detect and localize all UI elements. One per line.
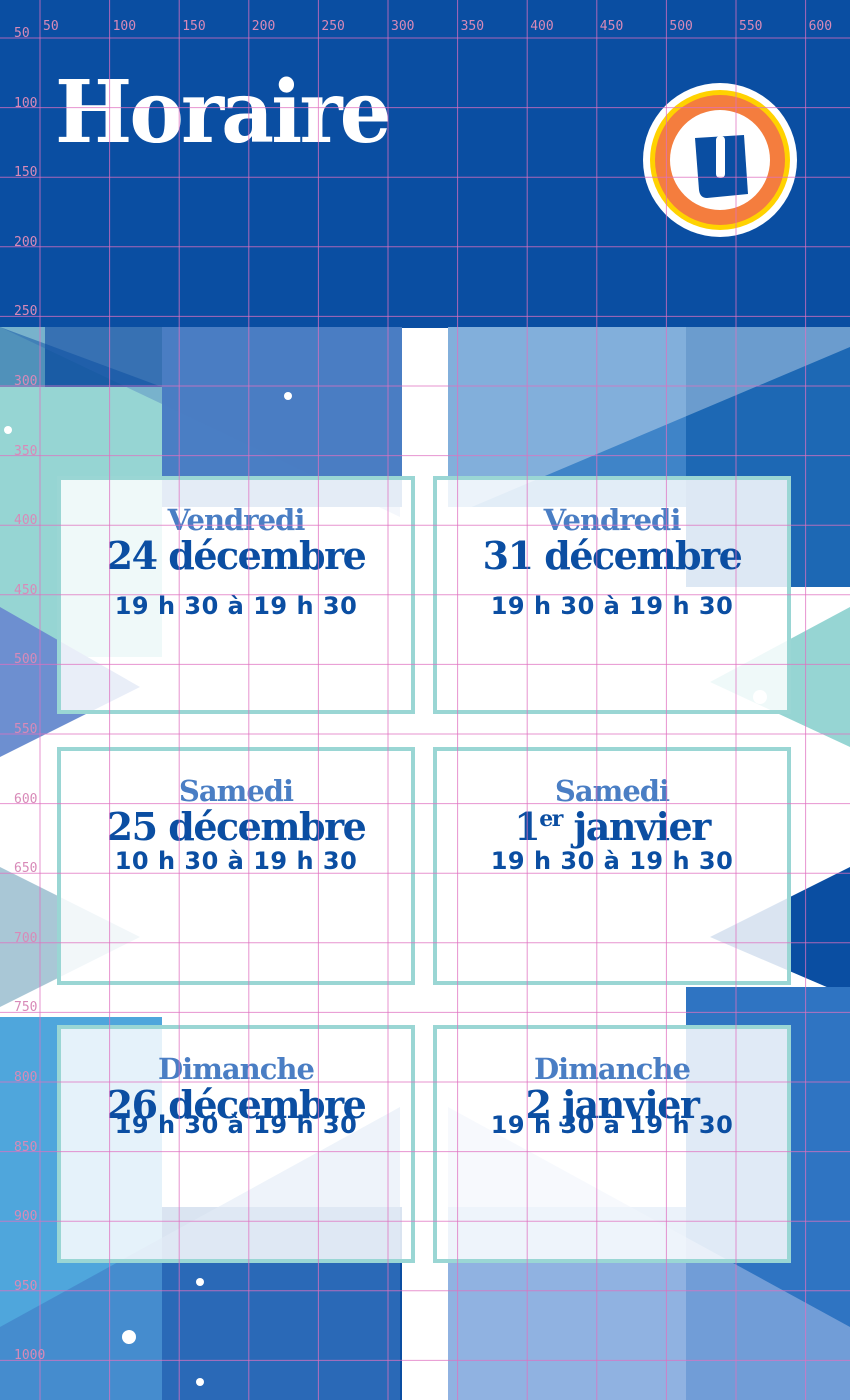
ruler-label-left: 700: [14, 930, 38, 946]
schedule-card: Vendredi 24 décembre 19 h 30 à 19 h 30: [57, 476, 415, 714]
ruler-label-left: 900: [14, 1209, 38, 1225]
ruler-label-top: 150: [182, 19, 206, 34]
card-date: 1er janvier: [437, 807, 787, 847]
ruler-label-top: 550: [739, 19, 763, 34]
page-title: Horaire: [55, 62, 392, 163]
card-day: Dimanche: [534, 1052, 691, 1086]
ruler-label-left: 200: [14, 234, 38, 250]
ruler-label-top: 500: [669, 19, 693, 34]
ruler-label-top: 300: [391, 19, 415, 34]
card-hours: 19 h 30 à 19 h 30: [490, 847, 734, 875]
ruler-label-left: 500: [14, 652, 38, 668]
ruler-label-left: 850: [14, 1139, 38, 1155]
schedule-card: Samedi 25 décembre 10 h 30 à 19 h 30: [57, 747, 415, 985]
ruler-label-left: 950: [14, 1278, 38, 1294]
card-day: Vendredi: [167, 503, 306, 537]
card-date: 2 janvier: [525, 1082, 700, 1127]
schedule-card: Dimanche 26 décembre 19 h 30 à 19 h 30: [57, 1025, 415, 1263]
ruler-label-left: 750: [14, 1000, 38, 1016]
ruler-label-top: 400: [530, 19, 554, 34]
ruler-label-left: 300: [14, 374, 38, 389]
ruler-label-left: 600: [14, 791, 38, 807]
ruler-label-left: 150: [14, 165, 38, 181]
header-band: Horaire: [0, 0, 850, 328]
ruler-label-left: 350: [14, 443, 38, 459]
ruler-label-left: 1000: [14, 1348, 46, 1364]
date-number: 1: [514, 804, 540, 849]
card-day: Dimanche: [158, 1052, 315, 1086]
ruler-label-left: 550: [14, 722, 38, 737]
schedule-card: Dimanche 2 janvier 19 h 30 à 19 h 30: [433, 1025, 791, 1263]
ruler-label-top: 450: [599, 19, 624, 34]
card-hours: 19 h 30 à 19 h 30: [490, 1111, 734, 1139]
ruler-label-top: 600: [808, 19, 833, 34]
card-date: 24 décembre: [106, 533, 367, 578]
ruler-label-top: 50: [43, 19, 59, 34]
card-day: Vendredi: [543, 503, 682, 537]
ruler-label-top: 350: [460, 19, 485, 34]
ruler-label-top: 200: [251, 19, 276, 34]
u-logo-icon: [643, 83, 797, 237]
card-hours: 10 h 30 à 19 h 30: [114, 847, 358, 875]
schedule-card: Samedi 1er janvier 19 h 30 à 19 h 30: [433, 747, 791, 985]
ruler-label-left: 100: [14, 95, 38, 111]
date-ordinal: er: [539, 806, 563, 832]
card-hours: 19 h 30 à 19 h 30: [114, 592, 358, 620]
card-day: Samedi: [554, 774, 670, 808]
card-day: Samedi: [178, 774, 294, 808]
ruler-label-left: 250: [14, 304, 38, 320]
ruler-label-top: 100: [112, 19, 137, 34]
card-date: 25 décembre: [106, 804, 367, 849]
ruler-label-left: 650: [14, 861, 38, 877]
card-hours: 19 h 30 à 19 h 30: [114, 1111, 358, 1139]
ruler-label-left: 450: [14, 582, 38, 598]
date-month: janvier: [561, 804, 712, 849]
ruler-label-left: 800: [14, 1070, 38, 1085]
card-date: 31 décembre: [482, 533, 743, 578]
ruler-label-left: 50: [14, 26, 30, 41]
ruler-label-left: 400: [14, 513, 38, 529]
card-hours: 19 h 30 à 19 h 30: [490, 592, 734, 620]
schedule-card: Vendredi 31 décembre 19 h 30 à 19 h 30: [433, 476, 791, 714]
ruler-label-top: 250: [321, 19, 345, 34]
card-date: 26 décembre: [106, 1082, 367, 1127]
